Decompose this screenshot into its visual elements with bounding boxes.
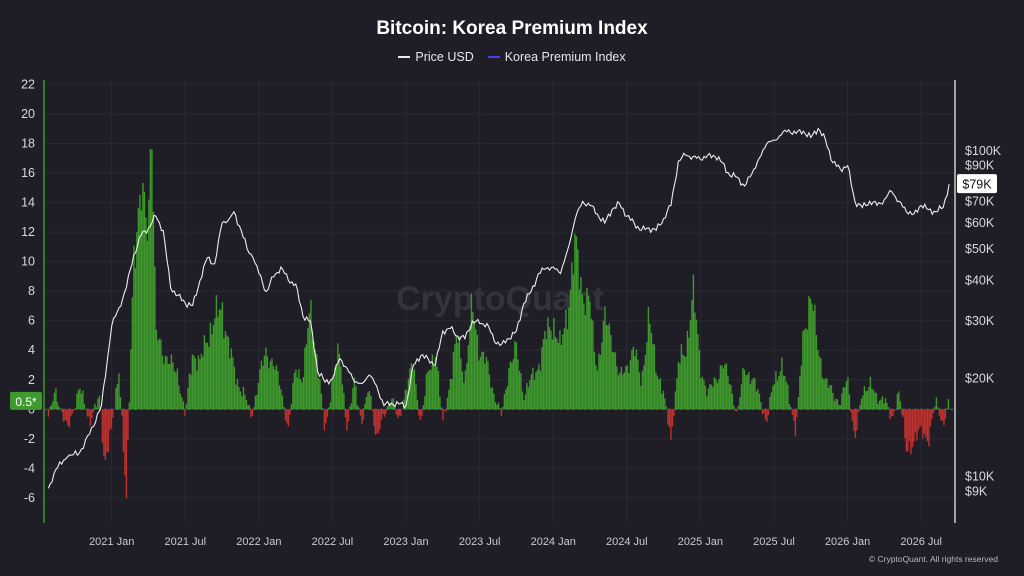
- legend-label-price: Price USD: [415, 50, 474, 64]
- current-price-badge: [957, 174, 997, 194]
- y-tick-label: -4: [24, 461, 35, 475]
- x-tick-label: 2022 Jul: [312, 536, 354, 548]
- x-tick-label: 2021 Jan: [89, 536, 134, 548]
- y-tick-label: 16: [21, 166, 35, 180]
- price-line: [47, 127, 950, 489]
- y-tick-label: -6: [24, 491, 35, 505]
- y-tick-label: 18: [21, 136, 35, 150]
- x-tick-label: 2021 Jul: [164, 536, 206, 548]
- current-premium-badge: [10, 391, 42, 410]
- x-tick-label: 2024 Jul: [606, 536, 648, 548]
- x-tick-label: 2023 Jan: [383, 536, 428, 548]
- y2-tick-label: $90K: [965, 159, 995, 173]
- x-tick-label: 2025 Jan: [678, 536, 723, 548]
- x-tick-label: 2025 Jul: [753, 536, 795, 548]
- y2-tick-label: $10K: [965, 470, 995, 484]
- y-tick-label: 20: [21, 107, 35, 121]
- y-tick-label: -2: [24, 432, 35, 446]
- premium-series: [47, 148, 950, 499]
- y2-tick-label: $60K: [965, 216, 995, 230]
- y2-tick-label: $9K: [965, 484, 988, 498]
- y2-tick-label: $70K: [965, 194, 995, 208]
- y-tick-label: 2: [28, 373, 35, 387]
- y2-tick-label: $100K: [965, 144, 1002, 158]
- legend-swatch-premium: [487, 56, 500, 58]
- x-tick-label: 2023 Jul: [459, 536, 501, 548]
- chart-legend: Price USD Korea Premium Index: [0, 50, 1024, 64]
- price-series: [47, 127, 950, 489]
- x-tick-label: 2026 Jan: [825, 536, 870, 548]
- x-tick-label: 2024 Jan: [531, 536, 576, 548]
- chart-title: Bitcoin: Korea Premium Index: [376, 18, 648, 39]
- y-tick-label: 10: [21, 255, 35, 269]
- y-tick-label: 6: [28, 314, 35, 328]
- footer-copyright: © CryptoQuant. All rights reserved: [869, 554, 998, 564]
- y2-tick-label: $30K: [965, 314, 995, 328]
- y2-tick-label: $20K: [965, 371, 995, 385]
- x-tick-label: 2022 Jan: [236, 536, 281, 548]
- y2-tick-label: $40K: [965, 273, 995, 287]
- y-tick-label: 4: [28, 343, 35, 357]
- legend-item-premium[interactable]: Korea Premium Index: [487, 50, 626, 64]
- y-tick-label: 22: [21, 77, 35, 91]
- x-tick-label: 2026 Jul: [900, 536, 942, 548]
- y-tick-label: 8: [28, 284, 35, 298]
- y2-tick-label: $50K: [965, 242, 995, 256]
- legend-item-price[interactable]: Price USD: [398, 50, 474, 64]
- y-tick-label: 12: [21, 225, 35, 239]
- legend-swatch-price: [398, 56, 411, 58]
- legend-label-premium: Korea Premium Index: [504, 50, 626, 64]
- y-tick-label: 14: [21, 196, 35, 210]
- current-price-label: $79K: [962, 178, 992, 192]
- current-premium-label: 0.5*: [15, 395, 37, 409]
